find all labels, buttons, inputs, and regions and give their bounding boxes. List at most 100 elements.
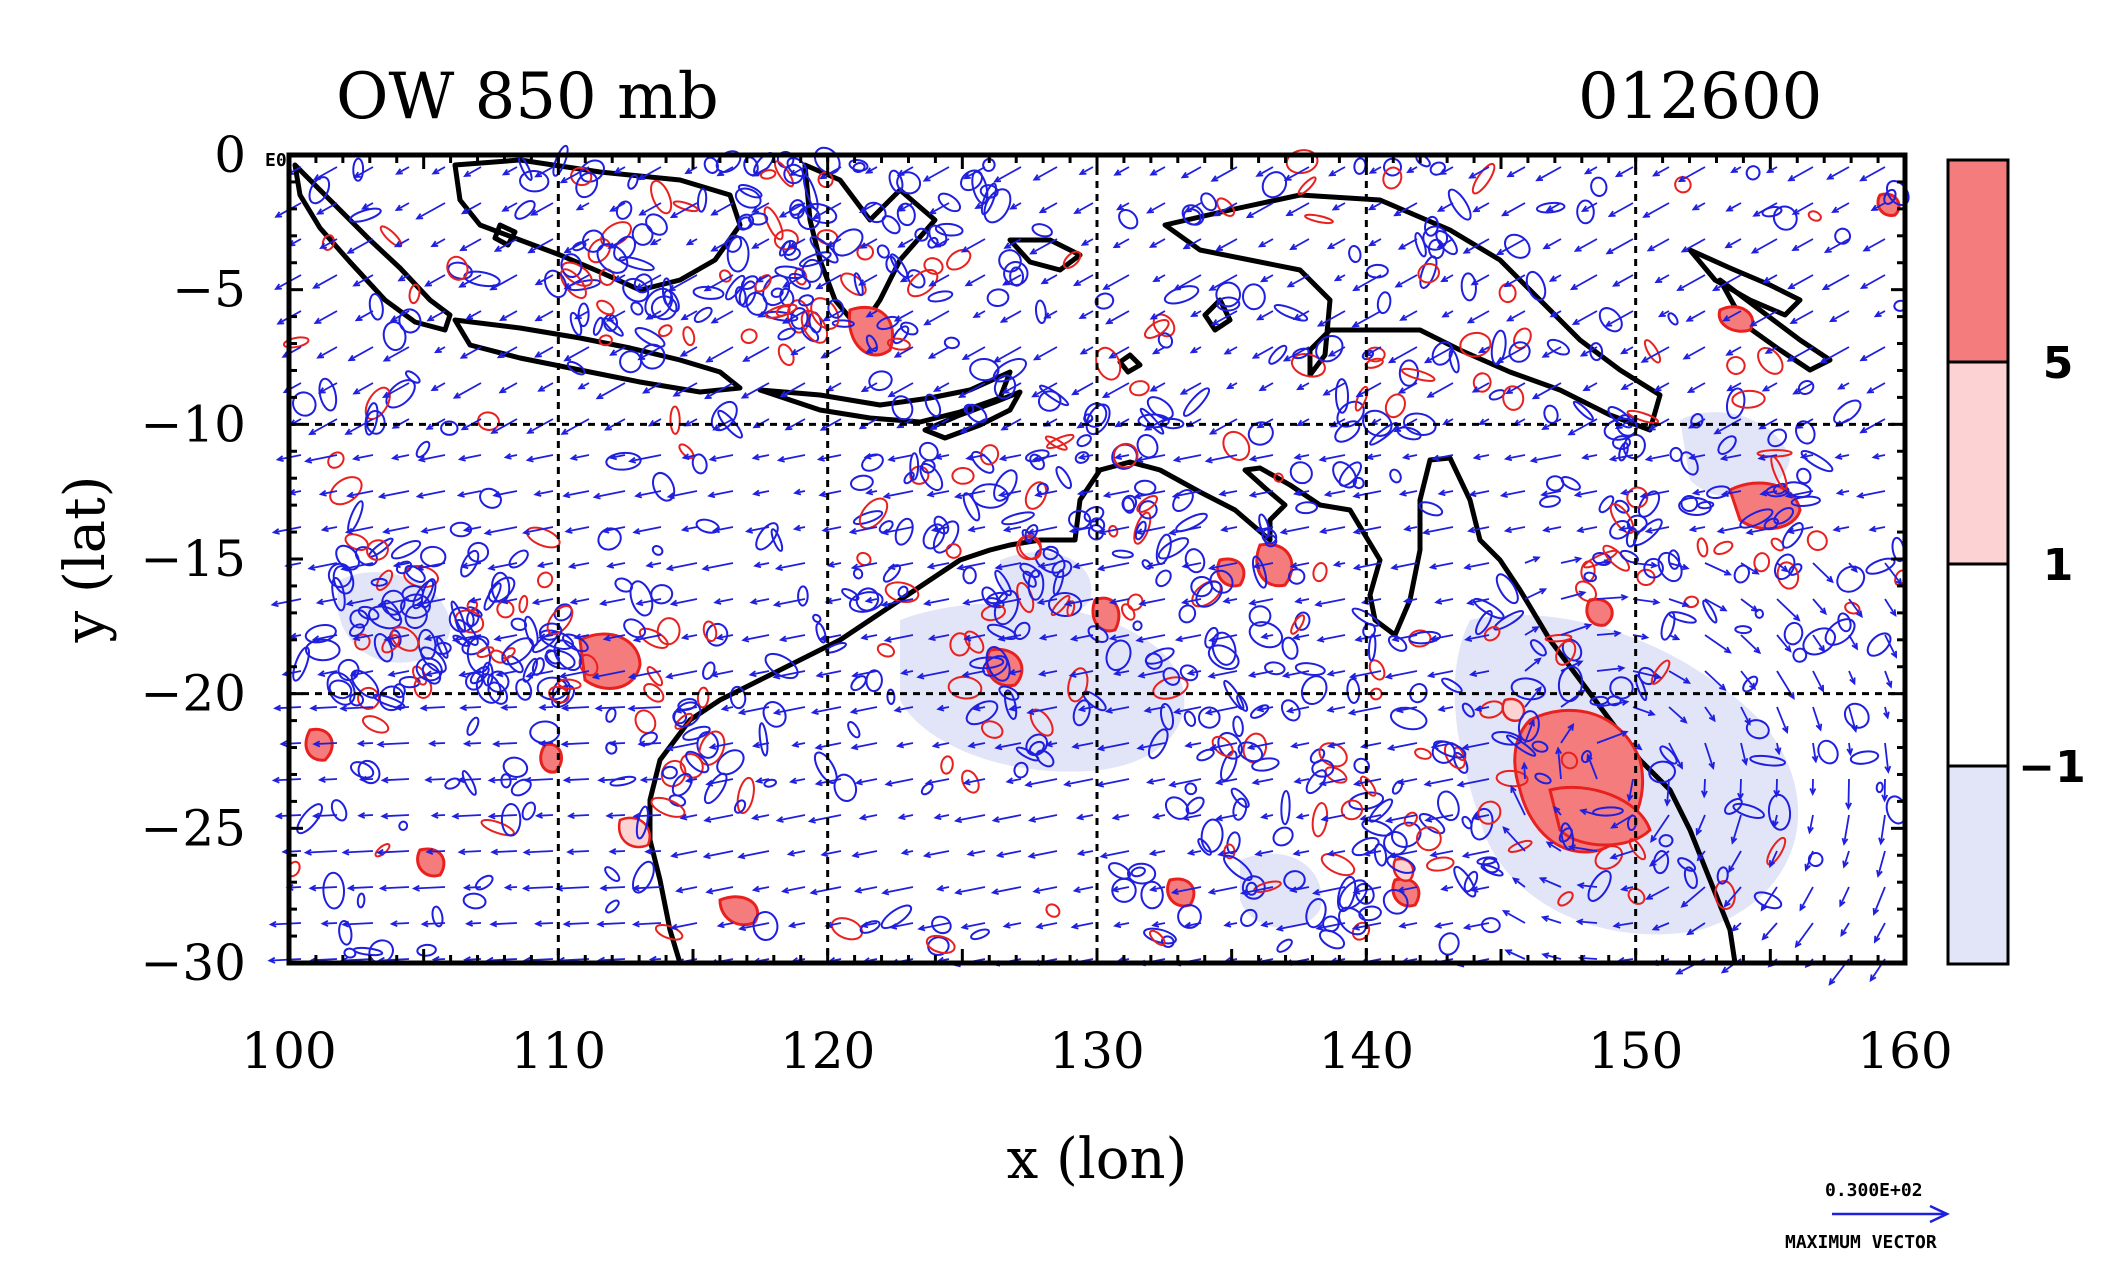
wind-vector-head: [1002, 921, 1011, 929]
wind-vector: [494, 742, 518, 745]
positive-contour: [1304, 213, 1334, 225]
positive-contour: [736, 776, 755, 815]
negative-contour: [1245, 881, 1258, 896]
wind-vector: [1291, 562, 1310, 568]
wind-vector: [643, 382, 662, 394]
wind-vector-head: [426, 314, 435, 322]
wind-vector-head: [1647, 424, 1656, 431]
wind-vector-head: [1708, 714, 1716, 723]
wind-vector-head: [1817, 684, 1825, 693]
negative-contour: [1510, 677, 1547, 701]
small-island: [1202, 297, 1233, 333]
map-panel: E0: [265, 144, 1910, 986]
wind-vector-head: [423, 634, 432, 642]
wind-vector: [961, 418, 986, 433]
negative-contour: [982, 655, 1009, 677]
small-island: [1117, 352, 1143, 375]
wind-vector-head: [1711, 284, 1720, 292]
wind-vector-head: [465, 920, 474, 927]
negative-contour: [1216, 296, 1241, 312]
wind-vector: [1524, 626, 1539, 636]
wind-vector: [1079, 454, 1094, 459]
wind-vector-head: [1791, 208, 1800, 215]
wind-vector: [1099, 526, 1130, 534]
wind-vector: [1632, 706, 1655, 716]
negative-contour: [463, 270, 501, 288]
wind-vector-head: [1716, 527, 1725, 534]
negative-contour: [404, 370, 421, 384]
wind-vector: [822, 850, 842, 856]
positive-contour: [656, 617, 681, 646]
negative-contour: [609, 775, 637, 787]
wind-vector: [1254, 562, 1274, 568]
wind-vector-head: [1293, 777, 1302, 785]
wind-vector: [1356, 634, 1382, 641]
wind-vector-head: [387, 670, 396, 678]
wind-vector-head: [1567, 844, 1576, 851]
wind-vector-head: [791, 740, 800, 748]
wind-vector: [1668, 742, 1683, 769]
wind-vector-head: [489, 920, 498, 928]
wind-vector: [1145, 706, 1166, 712]
wind-vector: [527, 670, 554, 678]
wind-vector-head: [592, 492, 601, 500]
wind-vector: [955, 490, 986, 498]
negative-contour: [1241, 283, 1266, 311]
negative-contour: [1163, 285, 1200, 305]
wind-vector-head: [1772, 820, 1779, 829]
wind-vector: [427, 850, 446, 853]
wind-vector-head: [900, 848, 909, 856]
wind-vector-head: [1646, 244, 1655, 252]
wind-vector: [703, 562, 734, 570]
wind-vector: [269, 958, 302, 962]
wind-vector-head: [1071, 388, 1079, 396]
wind-vector-head: [964, 279, 973, 287]
wind-vector-head: [1104, 707, 1113, 714]
wind-vector: [1212, 310, 1238, 326]
negative-contour: [971, 450, 995, 474]
negative-contour: [891, 395, 914, 421]
negative-contour: [1264, 661, 1286, 676]
negative-contour: [703, 156, 719, 174]
wind-vector: [575, 634, 590, 639]
wind-vector: [1206, 454, 1238, 462]
negative-contour: [962, 492, 981, 522]
negative-contour: [1389, 468, 1402, 484]
positive-fill-shape: [1216, 557, 1246, 588]
wind-vector-head: [274, 211, 283, 218]
wind-vector-head: [569, 598, 578, 605]
wind-vector-head: [1540, 490, 1549, 498]
wind-vector: [1792, 238, 1814, 251]
negative-contour: [850, 675, 867, 692]
negative-contour: [1659, 745, 1678, 765]
wind-vector: [1812, 634, 1825, 652]
wind-vector-head: [1573, 490, 1582, 498]
wind-vector-head: [458, 670, 467, 678]
negative-contour: [1461, 815, 1473, 830]
wind-vector: [459, 274, 482, 288]
wind-vector: [1399, 382, 1418, 394]
wind-vector: [1776, 706, 1788, 733]
positive-contour: [1211, 735, 1234, 757]
wind-vector: [1686, 310, 1706, 322]
wind-vector: [1575, 490, 1598, 497]
wind-vector: [1582, 454, 1598, 459]
wind-vector: [347, 238, 374, 254]
wind-vector-head: [1189, 346, 1198, 354]
negative-contour: [1774, 553, 1796, 581]
wind-vector-head: [346, 247, 355, 254]
negative-contour: [1560, 822, 1575, 851]
wind-vector: [464, 886, 482, 889]
wind-vector-head: [1579, 808, 1588, 816]
negative-contour: [1162, 667, 1181, 686]
negative-contour: [619, 350, 643, 374]
wind-vector: [1250, 454, 1274, 461]
wind-vector-head: [1354, 635, 1363, 643]
wind-vector-head: [463, 170, 471, 178]
wind-vector-head: [1720, 490, 1729, 497]
wind-vector-head: [1784, 645, 1792, 653]
wind-vector: [1577, 920, 1598, 924]
wind-vector-head: [704, 392, 712, 400]
wind-vector: [1256, 166, 1274, 177]
positive-contour: [1477, 800, 1502, 825]
